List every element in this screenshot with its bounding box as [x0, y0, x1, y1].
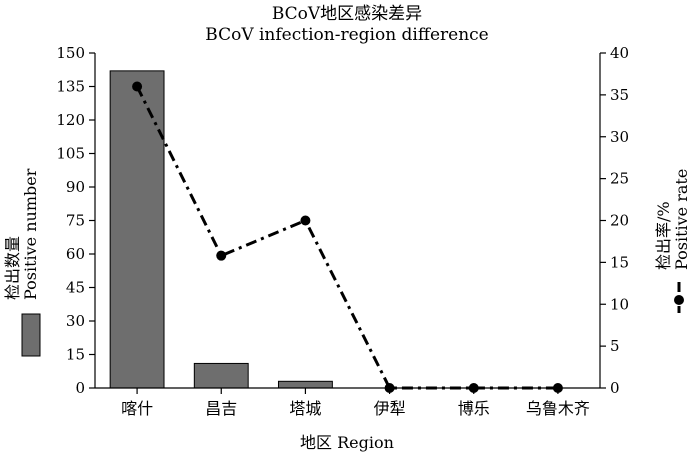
rate-line	[135, 85, 558, 390]
right-tick-label-1: 5	[610, 337, 620, 355]
left-y-axis-label: 检出数量 Positive number	[3, 168, 40, 300]
right-y-label-cn: 检出率/%	[654, 201, 673, 270]
left-tick-label-4: 60	[66, 245, 85, 263]
x-axis-label: 地区 Region	[300, 433, 394, 452]
left-y-ticks: 0 15 30 45 60 75 90 105 120 135 150	[56, 44, 95, 397]
left-tick-label-3: 45	[66, 279, 85, 297]
left-y-label-cn: 检出数量	[3, 236, 22, 300]
right-tick-label-0: 0	[610, 379, 620, 397]
rate-point-1	[216, 250, 227, 261]
x-ticks: 喀什 昌吉 塔城 伊犁 博乐 乌鲁木齐	[121, 388, 590, 418]
right-y-label-en: Positive rate	[672, 169, 691, 270]
right-tick-label-2: 10	[610, 295, 629, 313]
left-tick-label-7: 105	[56, 145, 85, 163]
right-tick-label-3: 15	[610, 253, 629, 271]
bar-0	[109, 70, 165, 389]
right-tick-label-5: 25	[610, 170, 629, 188]
rate-series	[132, 81, 563, 393]
left-tick-label-10: 150	[56, 44, 85, 62]
left-y-label-en: Positive number	[21, 168, 40, 300]
right-legend-marker	[674, 282, 684, 313]
right-tick-label-4: 20	[610, 212, 629, 230]
x-tick-label-3: 伊犁	[374, 399, 406, 418]
rate-point-0	[132, 81, 143, 92]
bar-2	[277, 380, 333, 389]
left-tick-label-8: 120	[56, 111, 85, 129]
x-tick-label-5: 乌鲁木齐	[526, 399, 590, 418]
left-tick-label-2: 30	[66, 312, 85, 330]
left-tick-label-0: 0	[75, 379, 85, 397]
chart-title: BCoV地区感染差异	[272, 4, 422, 24]
bar-series	[109, 70, 333, 389]
right-tick-label-6: 30	[610, 128, 629, 146]
left-tick-label-5: 75	[66, 212, 85, 230]
right-y-ticks: 0 5 10 15 20 25 30 35 40	[600, 44, 629, 397]
x-tick-label-4: 博乐	[458, 399, 490, 418]
left-tick-label-9: 135	[56, 78, 85, 96]
chart-subtitle: BCoV infection-region difference	[205, 25, 488, 45]
bar-1	[193, 362, 249, 389]
x-tick-label-1: 昌吉	[205, 399, 237, 418]
left-tick-label-1: 15	[66, 346, 85, 364]
right-tick-label-7: 35	[610, 86, 629, 104]
right-tick-label-8: 40	[610, 44, 629, 62]
x-tick-label-0: 喀什	[121, 399, 153, 418]
right-y-axis-label: 检出率/% Positive rate	[654, 169, 691, 270]
rate-point-2	[300, 215, 311, 226]
x-tick-label-2: 塔城	[289, 399, 321, 418]
left-legend-swatch	[21, 313, 41, 357]
left-tick-label-6: 90	[66, 178, 85, 196]
